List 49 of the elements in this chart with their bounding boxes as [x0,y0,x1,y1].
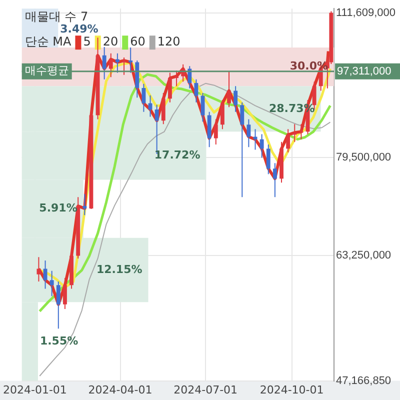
y-tick-label: 97,311,000 [337,65,392,78]
candlestick [227,70,231,108]
candlestick [260,134,264,158]
band-label: 12.15% [96,262,142,276]
y-tick-label: 111,609,000 [336,6,396,19]
candlestick [214,118,218,145]
candlestick [82,194,87,216]
candlestick [56,281,60,330]
candlestick [266,144,270,175]
candlestick [128,46,133,74]
y-tick-label: 79,500,000 [336,152,392,164]
band-label: 17.72% [154,148,200,162]
candlestick [142,83,146,112]
band-label: 1.55% [40,334,78,348]
legend-label: 60 [130,34,146,49]
candlestick [272,162,277,198]
y-tick-label: 47,166,850 [336,374,392,387]
legend-label: 120 [157,34,180,49]
candlestick [220,99,224,130]
candlestick [122,57,126,76]
candlestick [174,70,178,87]
candlestick [115,52,120,74]
x-tick-label: 2024-07-01 [174,383,238,396]
candlestick [108,52,113,78]
candlestick [240,102,244,198]
candlestick [292,124,297,142]
legend-label: 5 [83,34,91,49]
legend-title: 단순 MA [24,34,72,49]
candlestick [234,86,238,112]
x-tick-label: 2024-10-01 [260,383,324,396]
candlestick [62,277,67,310]
x-tick-label: 2024-01-01 [2,383,67,396]
ref-line-label: 매수평균 [24,64,69,78]
chart-title: 매물대 수 7 [24,10,88,24]
candlestick [36,256,41,282]
candlestick [246,118,251,148]
candlestick [102,46,106,80]
y-tick-label: 63,250,000 [336,249,392,262]
candlestick [161,92,166,125]
legend-label: 20 [102,34,118,49]
band-label: 3.49% [60,22,98,36]
x-tick-label: 2024-04-01 [88,383,152,396]
candlestick [253,128,258,150]
candlestick [286,128,290,153]
candlestick [194,78,198,103]
candlestick [50,270,54,297]
candlestick [299,124,304,140]
candlestick [207,111,212,148]
candlestick [168,72,172,103]
